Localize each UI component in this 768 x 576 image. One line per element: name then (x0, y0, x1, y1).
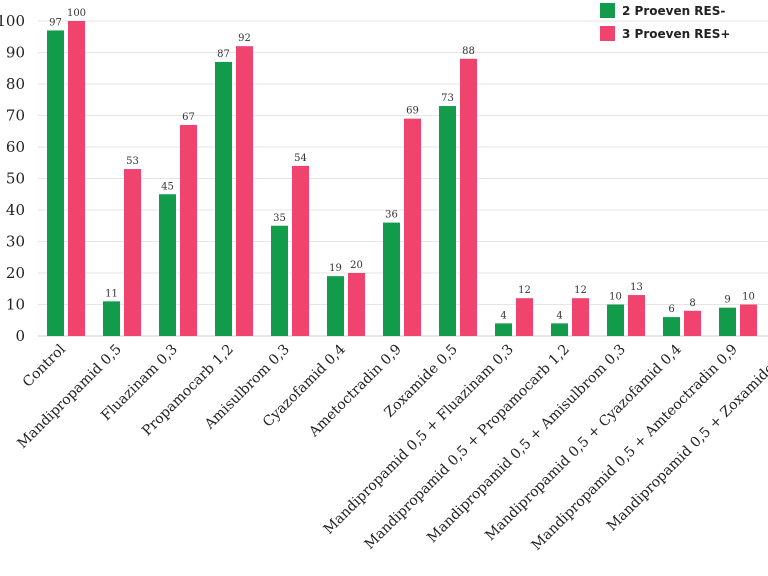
y-tick-label: 40 (6, 201, 25, 219)
data-label: 6 (668, 304, 674, 315)
bar-res-minus (383, 222, 400, 336)
data-label: 12 (574, 285, 587, 296)
y-tick-label: 100 (0, 12, 25, 30)
data-label: 9 (724, 295, 730, 306)
x-tick-label: Ametoctradin 0,9 (306, 342, 405, 441)
data-label: 13 (630, 282, 643, 293)
bar-res-plus (348, 273, 365, 336)
data-label: 88 (462, 46, 475, 57)
data-label: 35 (273, 213, 286, 224)
bar-res-plus (628, 295, 645, 336)
data-label: 10 (609, 292, 622, 303)
bar-res-minus (439, 106, 456, 336)
bar-res-plus (236, 46, 253, 336)
bar-res-plus (404, 118, 421, 337)
data-label: 100 (67, 8, 86, 19)
bar-res-plus (292, 165, 309, 336)
x-tick-label: Mandipropamid 0,5 (15, 342, 125, 452)
data-label: 4 (500, 310, 506, 321)
legend-swatch (600, 3, 615, 18)
bars (47, 21, 757, 337)
y-tick-label: 10 (6, 296, 25, 314)
y-tick-label: 30 (6, 233, 25, 251)
bar-res-plus (180, 124, 197, 336)
data-label: 54 (294, 153, 307, 164)
legend: 2 Proeven RES- 3 Proeven RES+ (600, 3, 730, 41)
data-label: 10 (742, 292, 755, 303)
y-tick-label: 50 (6, 170, 25, 188)
legend-label: 3 Proeven RES+ (622, 27, 730, 41)
grid-lines (38, 20, 768, 337)
bar-res-plus (460, 58, 477, 337)
bar-res-minus (215, 61, 232, 336)
x-tick-label: Mandipropamid 0,5 + Amteoctradin 0,9 (529, 342, 741, 554)
x-tick-label: Mandipropamid 0,5 + Propamocarb 1,2 (362, 342, 573, 553)
bar-res-plus (516, 298, 533, 336)
data-label: 45 (161, 181, 174, 192)
data-label: 36 (385, 210, 398, 221)
y-tick-label: 80 (6, 75, 25, 93)
x-tick-label: Control (20, 341, 69, 390)
bar-res-plus (68, 21, 85, 336)
data-label: 19 (329, 263, 342, 274)
bar-res-minus (607, 304, 624, 336)
data-label: 92 (238, 33, 251, 44)
data-label: 4 (556, 310, 562, 321)
legend-swatch (600, 26, 615, 41)
data-label: 73 (441, 93, 454, 104)
bar-res-minus (663, 317, 680, 336)
data-label: 53 (126, 156, 139, 167)
data-label: 12 (518, 285, 531, 296)
y-tick-label: 60 (6, 138, 25, 156)
bar-res-plus (124, 169, 141, 336)
bar-res-plus (572, 298, 589, 336)
bar-res-minus (103, 301, 120, 336)
bar-res-plus (740, 304, 757, 336)
y-tick-label: 0 (15, 327, 25, 345)
x-tick-label: Mandipropamid 0,5 + Amisulbrom 0,3 (424, 342, 629, 547)
bar-res-minus (327, 276, 344, 336)
data-label: 97 (49, 17, 62, 28)
data-label: 20 (350, 260, 363, 271)
bar-res-minus (47, 30, 64, 336)
bar-res-plus (684, 310, 701, 336)
data-label: 87 (217, 49, 230, 60)
data-label: 11 (105, 288, 118, 299)
bar-res-minus (719, 307, 736, 336)
y-tick-label: 90 (6, 44, 25, 62)
y-tick-label: 70 (6, 107, 25, 125)
y-axis-ticks: 0 10 20 30 40 50 60 70 80 90 100 (0, 12, 25, 345)
x-tick-label: Mandipropamid 0,5 + Zoxamide 0,5 (604, 342, 768, 535)
data-label: 8 (689, 298, 695, 309)
data-label: 67 (182, 112, 195, 123)
bar-res-minus (495, 323, 512, 336)
legend-label: 2 Proeven RES- (622, 4, 725, 18)
x-tick-label: Mandipropamid 0,5 + Cyazofamid 0,4 (482, 341, 685, 544)
y-tick-label: 20 (6, 264, 25, 282)
data-label: 69 (406, 106, 419, 117)
bar-res-minus (159, 194, 176, 336)
bar-res-minus (271, 225, 288, 336)
bar-res-minus (551, 323, 568, 336)
